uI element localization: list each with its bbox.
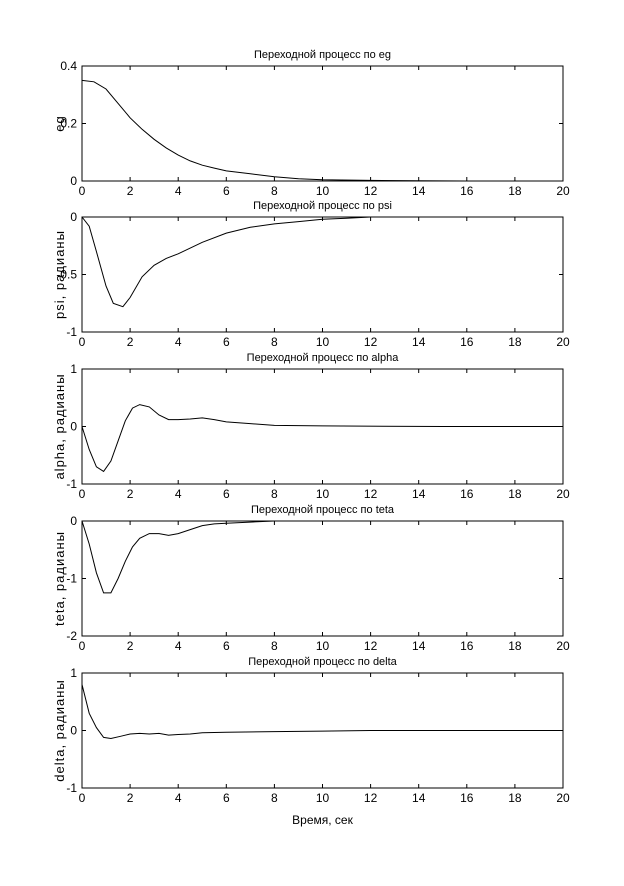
series-line-1 (81, 684, 563, 740)
x-tick-label: 14 (412, 184, 426, 198)
y-tick-label: -0.5 (56, 268, 77, 282)
x-tick-label: 4 (175, 184, 182, 198)
y-tick-label: 0.2 (60, 117, 77, 131)
x-tick-label: 0 (79, 184, 86, 198)
x-tick-label: 16 (460, 487, 474, 501)
x-tick-label: 18 (508, 487, 522, 501)
x-tick-label: 6 (223, 791, 230, 805)
axes-box (81, 216, 564, 333)
y-tick-label: 0 (70, 724, 77, 738)
x-tick-label: 14 (412, 639, 426, 653)
x-tick-label: 18 (508, 639, 522, 653)
y-tick-label: 0 (70, 210, 77, 224)
x-tick-label: 10 (316, 487, 330, 501)
x-tick-label: 20 (556, 639, 570, 653)
chart-title: Переходной процесс по psi (253, 200, 392, 212)
x-tick-label: 14 (412, 791, 426, 805)
y-tick-label: -1 (66, 477, 77, 491)
y-tick-label: -2 (66, 629, 77, 643)
series-line-1 (81, 520, 275, 594)
x-tick-label: 20 (556, 335, 570, 349)
x-tick-label: 2 (127, 184, 134, 198)
x-tick-label: 0 (79, 335, 86, 349)
chart-title: Переходной процесс по teta (251, 504, 395, 516)
x-tick-label: 4 (175, 335, 182, 349)
series-line-1 (81, 79, 563, 182)
x-tick-label: 4 (175, 487, 182, 501)
x-tick-label: 12 (364, 639, 378, 653)
chart-4: 0 2 4 6 8 10 12 14 16 18 20 0 -1 -2 Переходной процесс… (52, 504, 570, 653)
x-tick-label: 10 (316, 639, 330, 653)
y-axis-label: psi, радианы (52, 230, 67, 319)
x-tick-label: 18 (508, 335, 522, 349)
chart-title: Переходной процесс по alpha (247, 352, 400, 364)
chart-1: 0 2 4 6 8 10 12 14 16 18 20 0 0.2 0.4 Переходной проце… (52, 49, 570, 198)
x-tick-label: 10 (316, 335, 330, 349)
y-tick-label: -1 (66, 325, 77, 339)
x-tick-label: 6 (223, 639, 230, 653)
x-tick-label: 16 (460, 791, 474, 805)
x-tick-label: 4 (175, 791, 182, 805)
y-tick-label: -1 (66, 781, 77, 795)
x-tick-label: 6 (223, 184, 230, 198)
x-tick-label: 10 (316, 184, 330, 198)
x-tick-label: 2 (127, 335, 134, 349)
y-axis-label: delta, радианы (52, 679, 67, 781)
chart-2: 0 2 4 6 8 10 12 14 16 18 20 0 -0.5 -1 Переходной проце… (52, 200, 570, 349)
axes-box (81, 65, 564, 182)
chart-title: Переходной процесс по delta (248, 656, 397, 668)
x-tick-label: 8 (271, 639, 278, 653)
x-tick-label: 14 (412, 335, 426, 349)
x-tick-label: 12 (364, 487, 378, 501)
y-tick-label: -1 (66, 572, 77, 586)
x-tick-label: 6 (223, 335, 230, 349)
x-tick-label: 20 (556, 184, 570, 198)
y-tick-label: 0 (70, 420, 77, 434)
y-axis-label: eg (52, 115, 67, 131)
x-tick-label: 16 (460, 335, 474, 349)
x-tick-label: 8 (271, 184, 278, 198)
x-tick-label: 16 (460, 184, 474, 198)
axes-box (81, 520, 564, 637)
x-tick-label: 18 (508, 791, 522, 805)
y-tick-label: 0 (70, 174, 77, 188)
x-tick-label: 10 (316, 791, 330, 805)
x-tick-label: 6 (223, 487, 230, 501)
y-axis-label: teta, радианы (52, 531, 67, 626)
x-tick-label: 0 (79, 791, 86, 805)
y-tick-label: 1 (70, 666, 77, 680)
x-tick-label: 2 (127, 639, 134, 653)
y-tick-label: 0 (70, 514, 77, 528)
series-line-1 (81, 216, 371, 308)
x-tick-label: 12 (364, 791, 378, 805)
x-tick-label: 12 (364, 335, 378, 349)
x-tick-label: 20 (556, 791, 570, 805)
x-tick-label: 16 (460, 639, 474, 653)
x-tick-label: 12 (364, 184, 378, 198)
x-tick-label: 4 (175, 639, 182, 653)
x-tick-label: 20 (556, 487, 570, 501)
x-tick-label: 18 (508, 184, 522, 198)
x-tick-label: 2 (127, 791, 134, 805)
x-tick-label: 0 (79, 487, 86, 501)
x-axis-label: Время, сек (292, 813, 353, 827)
x-tick-label: 2 (127, 487, 134, 501)
y-tick-label: 0.4 (60, 59, 77, 73)
x-tick-label: 8 (271, 791, 278, 805)
series-line-1 (81, 404, 563, 473)
x-tick-label: 0 (79, 639, 86, 653)
y-tick-label: 1 (70, 362, 77, 376)
x-tick-label: 8 (271, 335, 278, 349)
y-axis-label: alpha, радианы (52, 373, 67, 479)
chart-title: Переходной процесс по eg (254, 49, 391, 61)
x-tick-label: 8 (271, 487, 278, 501)
x-tick-label: 14 (412, 487, 426, 501)
